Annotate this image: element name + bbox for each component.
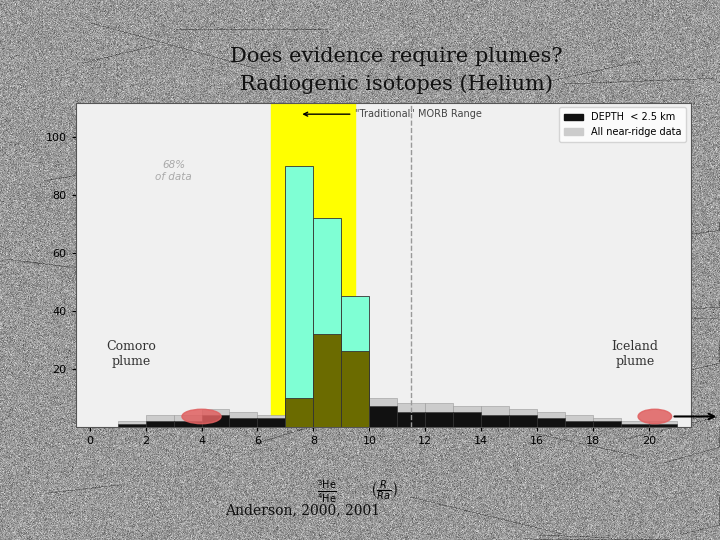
Bar [117,424,145,427]
Text: 68%
of data: 68% of data [156,160,192,182]
Bar [285,403,313,427]
Bar [593,418,621,427]
Ellipse shape [182,409,221,424]
Bar [621,424,649,427]
Bar [174,421,202,427]
Bar [537,418,565,427]
Bar [341,352,369,427]
Text: Does evidence require plumes?: Does evidence require plumes? [230,47,562,66]
Bar [341,369,369,427]
Ellipse shape [638,409,672,424]
Bar [649,424,678,427]
Bar [285,166,313,427]
Bar [565,415,593,427]
Bar [174,415,202,427]
Bar [313,392,341,427]
Bar [341,407,369,427]
Bar [258,415,285,427]
Bar [313,218,341,427]
Text: Radiogenic isotopes (Helium): Radiogenic isotopes (Helium) [240,74,552,93]
Bar [593,421,621,427]
Bar [426,403,454,427]
Bar [313,334,341,427]
Text: $\left(\frac{R}{Ra}\right)$: $\left(\frac{R}{Ra}\right)$ [369,478,397,503]
Text: "Traditional" MORB Range: "Traditional" MORB Range [304,109,482,119]
Bar [509,415,537,427]
Legend: DEPTH  < 2.5 km, All near-ridge data: DEPTH < 2.5 km, All near-ridge data [559,107,686,142]
Bar [369,407,397,427]
Bar [454,412,482,427]
Text: Iceland
plume: Iceland plume [612,340,659,368]
Bar [202,415,230,427]
Bar [258,418,285,427]
Bar [230,418,258,427]
Bar [397,412,426,427]
Bar [369,397,397,427]
Bar [341,397,369,427]
Bar [341,296,369,427]
Text: Comoro
plume: Comoro plume [107,340,156,368]
Bar [397,403,426,427]
Bar [271,103,356,427]
Bar [482,407,509,427]
Bar [565,421,593,427]
Bar [117,421,145,427]
Bar [285,409,313,427]
Bar [145,415,174,427]
Bar [285,397,313,427]
Bar [482,415,509,427]
Bar [426,412,454,427]
Bar [230,412,258,427]
Bar [509,409,537,427]
Bar [537,412,565,427]
Bar [621,421,649,427]
Bar [454,407,482,427]
Bar [649,421,678,427]
Text: Anderson, 2000, 2001: Anderson, 2000, 2001 [225,503,380,517]
Text: $\frac{^3\mathrm{He}}{^4\mathrm{He}}$: $\frac{^3\mathrm{He}}{^4\mathrm{He}}$ [318,478,338,505]
Bar [202,409,230,427]
Bar [313,403,341,427]
Bar [145,421,174,427]
